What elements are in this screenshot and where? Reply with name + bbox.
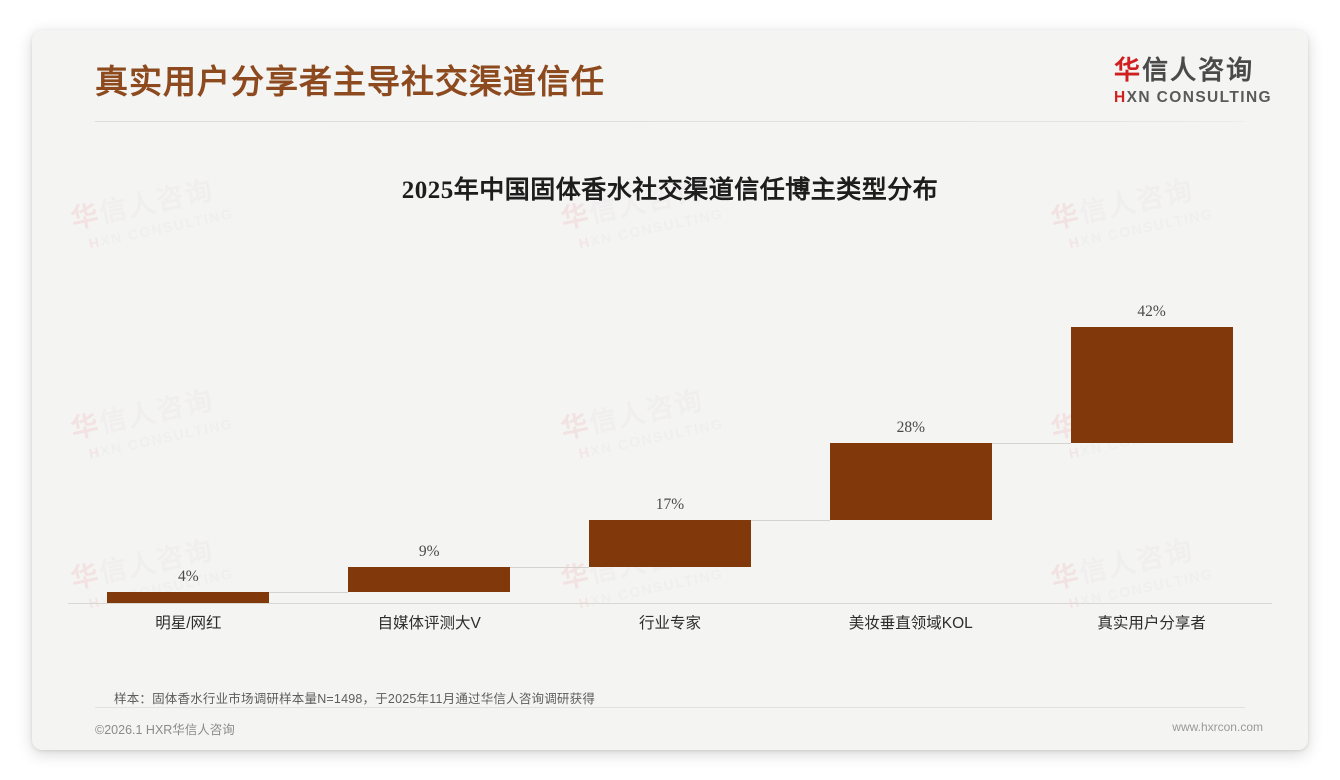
footer-divider	[95, 707, 1245, 708]
category-label-3: 行业专家	[638, 615, 701, 632]
logo-cn-rest: 信人咨询	[1142, 55, 1255, 85]
logo-chinese-text: 华信人咨询	[1114, 57, 1272, 83]
waterfall-plot: 4% 明星/网红 9% 自媒体评测大V 17% 行业专家 28% 美妆垂直领域KOL 42% 真实…	[32, 130, 1308, 675]
chart-panel: 华信人咨询 HXN CONSULTING 华信人咨询 HXN CONSULTIN…	[32, 130, 1308, 675]
bar-5[interactable]	[1070, 327, 1233, 443]
chart-title: 2025年中国固体香水社交渠道信任博主类型分布	[401, 177, 939, 204]
category-label-1: 明星/网红	[155, 615, 222, 632]
slide-card: 真实用户分享者主导社交渠道信任 华信人咨询 HXN CONSULTING 华信人…	[32, 30, 1308, 750]
website-url: www.hxrcon.com	[1172, 720, 1263, 734]
bar-2[interactable]	[348, 567, 511, 592]
slide-header: 真实用户分享者主导社交渠道信任 华信人咨询 HXN CONSULTING	[32, 30, 1308, 122]
waterfall-connector	[269, 591, 349, 593]
header-divider	[95, 121, 1245, 122]
category-label-5: 真实用户分享者	[1097, 615, 1206, 632]
waterfall-connector	[991, 442, 1071, 444]
logo-cn-accent: 华	[1114, 55, 1143, 85]
brand-logo: 华信人咨询 HXN CONSULTING	[1114, 57, 1272, 106]
bar-4[interactable]	[829, 442, 992, 521]
bar-value-label: 42%	[1137, 303, 1166, 320]
logo-en-accent: H	[1114, 89, 1127, 106]
sample-note: 样本：固体香水行业市场调研样本量N=1498，于2025年11月通过华信人咨询调…	[114, 692, 596, 706]
page-title: 真实用户分享者主导社交渠道信任	[95, 65, 605, 101]
bar-value-label: 9%	[418, 543, 440, 561]
logo-en-rest: XN CONSULTING	[1126, 89, 1272, 106]
x-axis-line	[68, 603, 1272, 604]
logo-english-text: HXN CONSULTING	[1114, 90, 1272, 106]
copyright-text: ©2026.1 HXR华信人咨询	[95, 723, 235, 737]
waterfall-connector	[751, 520, 830, 522]
bar-value-label: 28%	[896, 418, 925, 436]
bar-3[interactable]	[589, 520, 751, 568]
category-label-2: 自媒体评测大V	[377, 615, 481, 632]
bar-value-label: 4%	[178, 567, 199, 585]
bar-value-label: 17%	[655, 496, 685, 514]
waterfall-connector	[510, 567, 589, 569]
category-label-4: 美妆垂直领域KOL	[848, 615, 973, 632]
bar-1[interactable]	[107, 591, 270, 603]
